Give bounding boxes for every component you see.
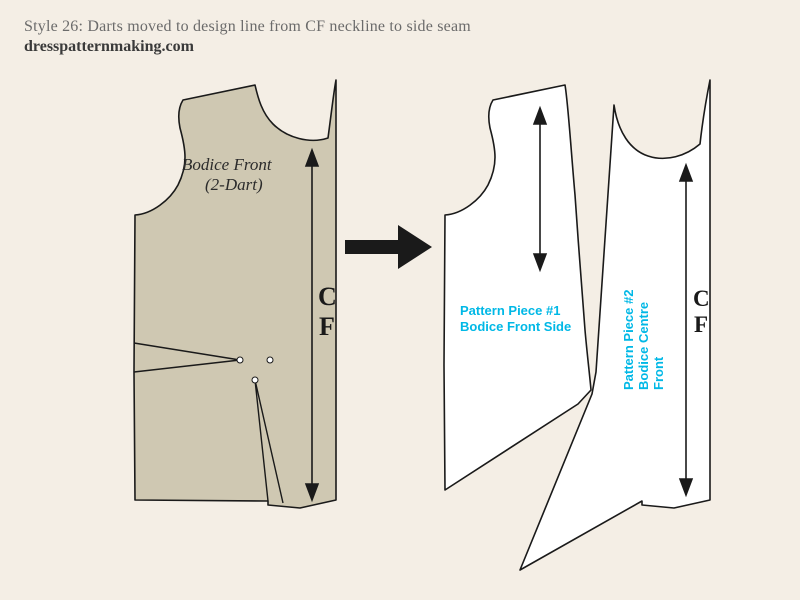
piece1-label-2: Bodice Front Side [460,319,571,334]
cf-label-p2-f: F [694,312,708,337]
dart-apex-dot [252,377,258,383]
dart-apex-dot [237,357,243,363]
pattern-piece-1: Pattern Piece #1 Bodice Front Side [444,85,591,490]
transition-arrow [345,225,432,269]
piece2-label-1: Pattern Piece #2 [621,290,636,390]
left-bodice-label-2: (2-Dart) [205,175,263,194]
piece1-outline [444,85,591,490]
piece2-label-2: Bodice Centre [636,302,651,390]
piece2-label-3: Front [651,356,666,390]
piece1-label-1: Pattern Piece #1 [460,303,560,318]
bust-point-dot [267,357,273,363]
left-bodice-label-1: Bodice Front [182,155,273,174]
left-bodice-outline [134,80,336,508]
cf-label-left-f: F [319,312,335,341]
cf-label-p2-c: C [693,286,710,311]
left-bodice: Bodice Front (2-Dart) C F [134,80,337,508]
cf-label-left-c: C [318,282,337,311]
diagram-canvas: Bodice Front (2-Dart) C F Pattern Piece … [0,0,800,600]
